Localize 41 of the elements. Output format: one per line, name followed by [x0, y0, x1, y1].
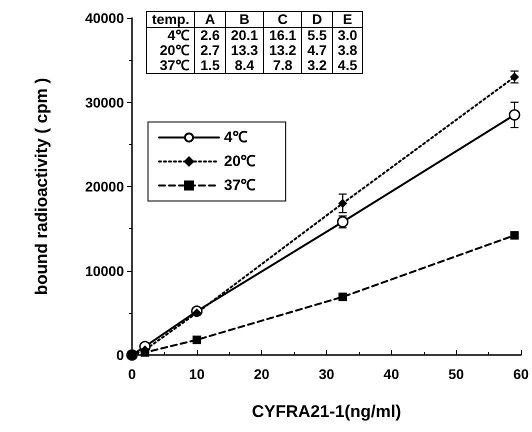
x-tick-label: 10	[189, 366, 205, 382]
annotation: 5.5	[302, 27, 332, 43]
y-tick-label: 40000	[85, 10, 124, 26]
annotation: 8.4	[225, 57, 264, 74]
annotation: 7.8	[264, 57, 302, 74]
annotation: 13.3	[225, 42, 264, 58]
annotation: 13.2	[264, 42, 302, 58]
annotation: 4℃	[166, 27, 190, 43]
annotation: 20℃	[158, 42, 190, 58]
x-tick-label: 60	[513, 366, 529, 382]
annotation: 16.1	[264, 27, 302, 43]
x-tick-label: 30	[318, 366, 334, 382]
annotation: D	[302, 11, 332, 28]
annotation: 3.8	[332, 42, 363, 58]
annotation: E	[332, 11, 363, 28]
x-axis-title: CYFRA21-1(ng/ml)	[252, 402, 402, 421]
y-tick-label: 0	[116, 347, 124, 363]
annotation: 2.7	[194, 42, 226, 58]
y-tick-label: 10000	[85, 262, 124, 279]
annotation: temp.	[146, 11, 195, 28]
y-tick-label: 20000	[85, 178, 124, 194]
annotation: 37℃	[158, 57, 190, 74]
annotation: 3.2	[302, 57, 332, 74]
legend-label: 20℃	[224, 153, 256, 170]
legend-label: 4℃	[224, 129, 248, 146]
y-axis-title: bound radioactivity ( cpm )	[32, 78, 51, 296]
legend-label: 37℃	[224, 177, 256, 194]
annotation: 2.6	[194, 27, 226, 43]
annotation: C	[264, 11, 302, 28]
annotation: 20.1	[225, 27, 264, 43]
annotation: 3.0	[332, 27, 363, 43]
annotation: 4.5	[332, 57, 363, 74]
x-tick-label: 40	[384, 366, 400, 382]
annotation: 4.7	[302, 42, 332, 58]
x-tick-label: 0	[128, 366, 136, 382]
annotation: 1.5	[194, 57, 226, 74]
x-tick-label: 50	[448, 366, 464, 382]
annotation: B	[225, 11, 264, 28]
x-tick-label: 20	[254, 366, 270, 382]
y-tick-label: 30000	[85, 94, 124, 110]
annotation: A	[194, 11, 226, 28]
